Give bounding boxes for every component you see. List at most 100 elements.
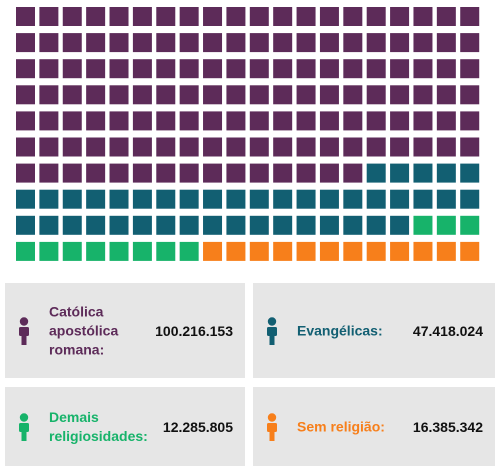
waffle-square (179, 7, 199, 26)
waffle-square (273, 163, 293, 183)
waffle-square (109, 33, 129, 53)
waffle-square (460, 85, 480, 105)
waffle-square (273, 111, 293, 131)
waffle-square (273, 189, 293, 209)
waffle-square (343, 111, 363, 131)
waffle-square (62, 111, 82, 131)
waffle-square (62, 33, 82, 53)
waffle-square (179, 59, 199, 79)
waffle-square (16, 59, 35, 79)
waffle-square (156, 7, 176, 26)
waffle-square (179, 85, 199, 105)
waffle-square (39, 111, 59, 131)
waffle-square (179, 189, 199, 209)
waffle-square (296, 163, 316, 183)
waffle-square (156, 215, 176, 235)
person-icon (267, 412, 277, 441)
waffle-square (156, 59, 176, 79)
legend-card-sem-religiao: Sem religião: 16.385.342 (253, 387, 495, 466)
waffle-square (319, 85, 339, 105)
waffle-square (296, 241, 316, 261)
waffle-square (132, 215, 152, 235)
waffle-square (319, 111, 339, 131)
waffle-square (226, 111, 246, 131)
waffle-square (366, 7, 386, 26)
person-icon (267, 316, 277, 345)
waffle-square (132, 33, 152, 53)
waffle-square (413, 241, 433, 261)
waffle-square (249, 7, 269, 26)
waffle-square (366, 33, 386, 53)
waffle-square (62, 189, 82, 209)
waffle-square (343, 215, 363, 235)
waffle-square (366, 59, 386, 79)
category-label: Demais religiosidades: (49, 408, 148, 444)
category-value: 16.385.342 (412, 418, 483, 435)
waffle-square (366, 215, 386, 235)
waffle-square (343, 241, 363, 261)
waffle-square (296, 215, 316, 235)
legend-card-catolica: Católica apostólica romana: 100.216.153 (5, 283, 245, 378)
waffle-square (460, 59, 480, 79)
waffle-square (273, 85, 293, 105)
waffle-square (390, 163, 410, 183)
waffle-square (16, 85, 35, 105)
waffle-square (436, 111, 456, 131)
waffle-square (86, 215, 106, 235)
waffle-square (109, 241, 129, 261)
waffle-square (62, 241, 82, 261)
waffle-square (273, 59, 293, 79)
waffle-square (249, 33, 269, 53)
waffle-square (203, 241, 223, 261)
waffle-square (413, 33, 433, 53)
waffle-square (179, 137, 199, 157)
waffle-square (460, 7, 480, 26)
waffle-square (390, 111, 410, 131)
waffle-square (366, 189, 386, 209)
waffle-square (156, 163, 176, 183)
waffle-square (39, 189, 59, 209)
waffle-square (460, 111, 480, 131)
waffle-square (436, 7, 456, 26)
waffle-square (343, 137, 363, 157)
waffle-square (62, 85, 82, 105)
waffle-square (460, 241, 480, 261)
waffle-square (413, 137, 433, 157)
waffle-square (16, 137, 35, 157)
waffle-square (460, 33, 480, 53)
waffle-square (109, 163, 129, 183)
waffle-square (249, 241, 269, 261)
waffle-square (179, 215, 199, 235)
waffle-square (226, 189, 246, 209)
waffle-square (132, 85, 152, 105)
waffle-square (226, 137, 246, 157)
waffle-square (132, 59, 152, 79)
waffle-square (249, 85, 269, 105)
waffle-square (249, 111, 269, 131)
waffle-square (390, 7, 410, 26)
waffle-square (179, 163, 199, 183)
category-value: 47.418.024 (412, 322, 483, 339)
waffle-square (16, 111, 35, 131)
waffle-square (109, 189, 129, 209)
waffle-square (460, 215, 480, 235)
waffle-square (460, 189, 480, 209)
waffle-square (179, 33, 199, 53)
waffle-square (132, 137, 152, 157)
waffle-square (203, 137, 223, 157)
waffle-square (296, 189, 316, 209)
waffle-square (86, 189, 106, 209)
waffle-square (62, 59, 82, 79)
waffle-square (296, 7, 316, 26)
waffle-square (296, 111, 316, 131)
waffle-square (249, 215, 269, 235)
waffle-square (156, 85, 176, 105)
waffle-square (16, 241, 35, 261)
waffle-square (226, 85, 246, 105)
waffle-square (460, 137, 480, 157)
waffle-square (109, 85, 129, 105)
waffle-square (436, 85, 456, 105)
waffle-square (249, 189, 269, 209)
waffle-square (86, 7, 106, 26)
waffle-square (16, 7, 35, 26)
